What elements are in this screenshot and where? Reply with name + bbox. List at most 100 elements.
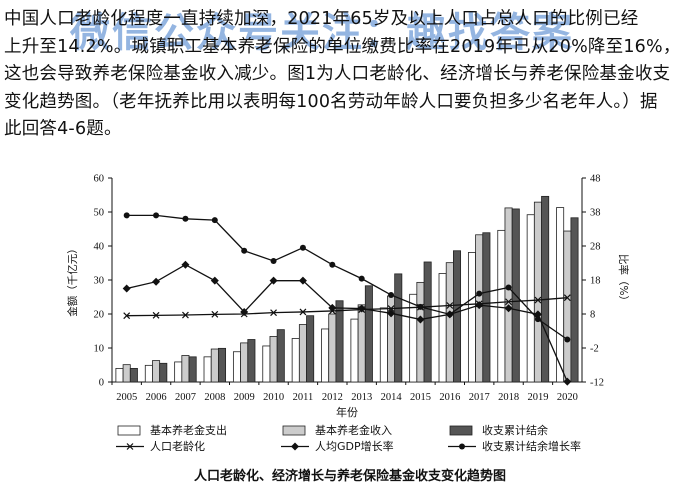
bar-expense [115, 367, 124, 383]
diamond-point [504, 304, 513, 313]
diamond-point [181, 260, 190, 269]
legend-label: 收支累计结余 [482, 423, 548, 437]
bar-surplus [306, 315, 315, 383]
left-tick-label: 10 [94, 344, 105, 355]
legend-label: 基本养老金收入 [315, 423, 392, 437]
circle-point [270, 257, 277, 264]
bar-expense [350, 318, 359, 383]
bar-income [240, 342, 249, 383]
bar-income [269, 336, 278, 383]
x-point [152, 311, 160, 319]
series-line-x [126, 297, 568, 317]
x-tick-label: 2020 [557, 392, 578, 403]
bar-income [533, 201, 542, 383]
diamond-point [152, 277, 161, 286]
bar-surplus [541, 195, 550, 383]
bar-expense [291, 338, 300, 383]
right-tick-label: 48 [590, 174, 601, 185]
circle-point [329, 261, 336, 268]
bar-surplus [364, 285, 373, 383]
x-point [505, 298, 512, 306]
diamond-point [328, 303, 337, 312]
diamond-point [210, 276, 219, 285]
bar-income [298, 324, 307, 383]
watermark-text: 微信公众号关注：趣找答案 [70, 10, 574, 56]
bar-expense [174, 361, 183, 383]
x-point [211, 310, 219, 318]
bar-surplus [335, 300, 344, 383]
bar-expense [556, 207, 565, 383]
bar-expense [144, 364, 153, 383]
bar-income [504, 207, 513, 383]
bar-surplus [218, 347, 227, 383]
legend-swatch [117, 425, 141, 436]
x-tick-label: 2007 [175, 392, 196, 403]
diamond-point [122, 284, 131, 293]
bar-income [181, 355, 190, 383]
bar-surplus [570, 217, 579, 383]
x-tick-label: 2016 [439, 392, 460, 403]
right-tick-label: -12 [590, 378, 604, 389]
bar-surplus [453, 250, 462, 383]
diamond-point [357, 304, 366, 313]
chart-caption: 人口老龄化、经济增长与养老保险基金收支变化趋势图 [193, 469, 506, 484]
circle-point [182, 215, 189, 222]
x-tick-label: 2019 [527, 392, 548, 403]
circle-point [358, 275, 365, 282]
legend-label: 收支累计结余增长率 [482, 439, 581, 453]
bar-surplus [129, 367, 138, 383]
paragraph-line: 上升至14.2%。城镇职工基本养老保险的单位缴费比率在2019年已从20%降至1… [4, 36, 681, 57]
bar-income [122, 364, 131, 383]
right-tick-label: -2 [590, 344, 599, 355]
left-tick-label: 60 [94, 174, 105, 185]
circle-point [211, 217, 218, 224]
bar-surplus [188, 356, 197, 383]
x-point [387, 305, 395, 312]
x-point [270, 309, 277, 317]
question-paragraph: 中国人口老龄化程度一直持续加深，2021年65岁及以上人口占总人口的比例已经 上… [4, 6, 696, 144]
x-tick-label: 2011 [293, 392, 314, 403]
bar-income [416, 281, 425, 383]
bar-expense [321, 328, 330, 383]
x-point [123, 312, 131, 320]
circle-point [505, 284, 512, 291]
circle-point [476, 290, 483, 297]
bar-income [328, 313, 337, 383]
bar-surplus [159, 362, 168, 383]
circle-point [241, 247, 248, 254]
diamond-point [298, 276, 307, 285]
bar-surplus [247, 339, 256, 383]
x-point [563, 294, 571, 302]
legend-label: 基本养老金支出 [150, 423, 227, 437]
series-line-circle [126, 214, 568, 341]
circle-point [564, 336, 571, 343]
right-tick-label: 38 [590, 208, 601, 219]
diamond-point [387, 309, 396, 318]
x-tick-label: 2006 [146, 392, 167, 403]
paragraph-line: 中国人口老龄化程度一直持续加深，2021年65岁及以上人口占总人口的比例已经 [4, 9, 639, 29]
circle-point [534, 316, 541, 323]
paragraph-line: 此回答4-6题。 [4, 119, 122, 139]
bar-expense [467, 252, 476, 383]
bar-expense [203, 356, 212, 383]
x-tick-label: 2009 [234, 392, 255, 403]
paragraph-line: 这也会导致养老保险基金收入减少。图1为人口老龄化、经济增长与养老保险基金收支 [4, 64, 671, 84]
bar-income [445, 262, 454, 383]
x-tick-label: 2018 [498, 392, 519, 403]
legend-x-marker [126, 443, 134, 450]
x-point [446, 302, 454, 309]
right-tick-label: 8 [590, 310, 595, 321]
x-tick-label: 2010 [263, 392, 284, 403]
bar-income [210, 348, 219, 383]
circle-point [388, 291, 395, 298]
x-tick-label: 2005 [116, 392, 137, 403]
bar-expense [497, 229, 506, 383]
legend-label: 人均GDP增长率 [315, 439, 394, 453]
series-line-diamond [126, 263, 568, 382]
x-axis-title: 年份 [336, 405, 358, 419]
bar-expense [262, 345, 271, 383]
paragraph-line: 变化趋势图。（老年抚养比用以表明每100名劳动年龄人口要负担多少名老年人。）据 [4, 91, 658, 112]
x-tick-label: 2014 [381, 392, 403, 403]
circle-point [123, 212, 130, 219]
x-tick-label: 2013 [351, 392, 372, 403]
